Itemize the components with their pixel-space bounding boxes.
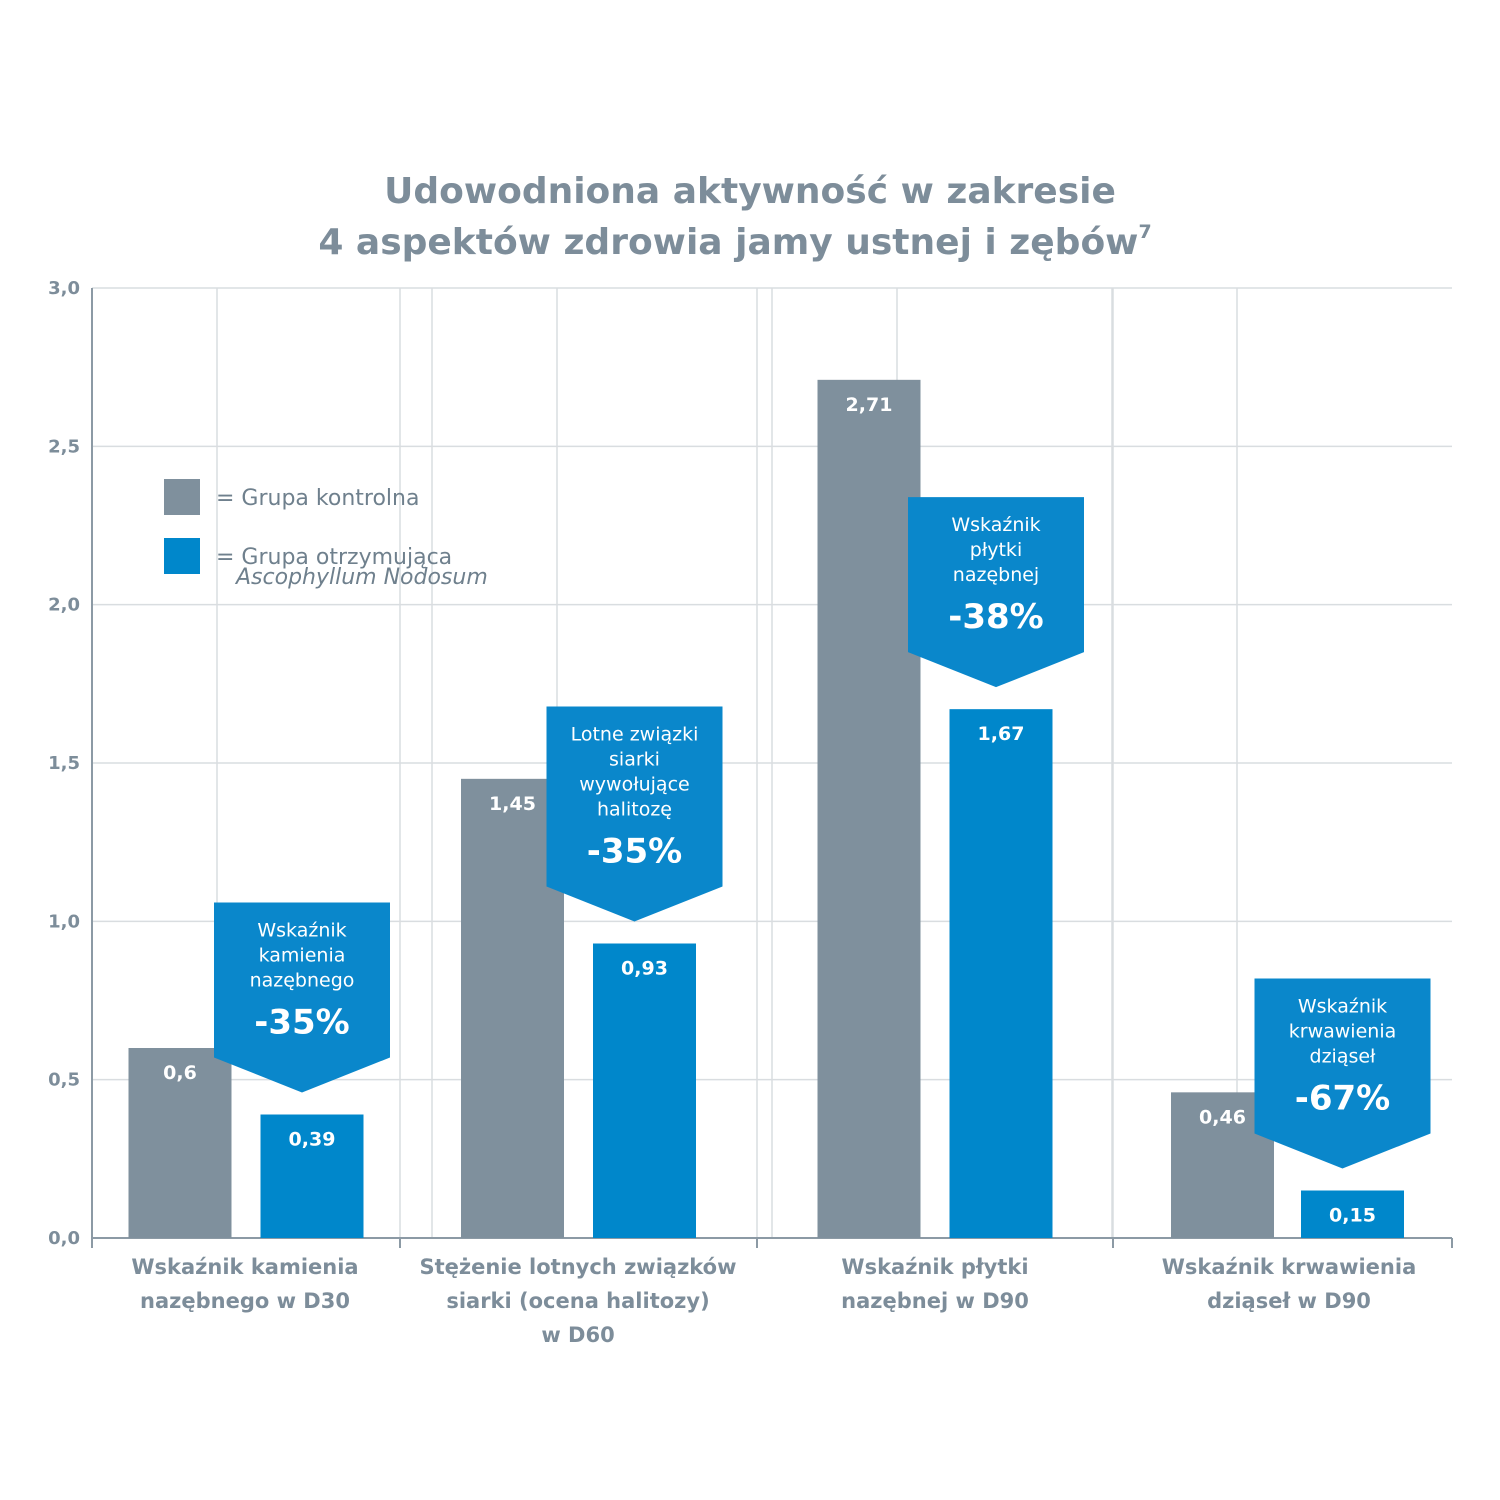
callout-line: siarki bbox=[609, 749, 660, 771]
callout-banner bbox=[908, 497, 1084, 688]
y-tick-label: 2,5 bbox=[48, 436, 80, 457]
legend-swatch bbox=[164, 479, 200, 515]
callout-line: Lotne związki bbox=[571, 724, 699, 746]
category-label: nazębnego w D30 bbox=[140, 1289, 350, 1313]
category-label: nazębnej w D90 bbox=[841, 1289, 1029, 1313]
bar-value-label: 2,71 bbox=[846, 394, 893, 416]
bar-control bbox=[817, 379, 921, 1238]
callout-line: płytki bbox=[970, 539, 1022, 561]
bar-value-label: 1,67 bbox=[978, 723, 1025, 745]
y-tick-label: 0,0 bbox=[48, 1228, 80, 1249]
bar-treatment bbox=[949, 709, 1053, 1238]
bar-value-label: 0,46 bbox=[1199, 1106, 1246, 1128]
category-label: Wskaźnik kamienia bbox=[131, 1255, 358, 1279]
bar-treatment bbox=[593, 943, 696, 1238]
callout-line: wywołujące bbox=[579, 774, 689, 796]
chart-title-line1: Udowodniona aktywność w zakresie bbox=[384, 171, 1116, 212]
callout-line: nazębnego bbox=[250, 970, 355, 992]
callout-line: Wskaźnik bbox=[951, 514, 1040, 536]
chart-title-line2-text: 4 aspektów zdrowia jamy ustnej i zębów bbox=[318, 222, 1138, 263]
y-tick-label: 1,5 bbox=[48, 753, 80, 774]
chart-title-line2: 4 aspektów zdrowia jamy ustnej i zębów7 bbox=[318, 221, 1151, 263]
callout-banner bbox=[546, 706, 723, 922]
legend-label-line2: Ascophyllum Nodosum bbox=[234, 565, 488, 590]
callout-percent: -35% bbox=[254, 1003, 350, 1043]
callout-line: halitozę bbox=[597, 799, 672, 821]
callout-line: kamienia bbox=[259, 945, 346, 967]
bar-control bbox=[128, 1048, 232, 1238]
category-label: Wskaźnik krwawienia bbox=[1162, 1255, 1417, 1279]
category-label: dziąseł w D90 bbox=[1207, 1289, 1371, 1313]
legend-swatch bbox=[164, 538, 200, 574]
category-label: Stężenie lotnych związków bbox=[419, 1255, 736, 1279]
bar-value-label: 0,39 bbox=[289, 1129, 336, 1151]
bar-treatment bbox=[260, 1114, 364, 1238]
bar-value-label: 0,93 bbox=[621, 958, 668, 980]
y-tick-label: 1,0 bbox=[48, 911, 80, 932]
category-label: w D60 bbox=[541, 1323, 614, 1347]
chart-title-superscript: 7 bbox=[1138, 221, 1151, 243]
callout-line: nazębnej bbox=[953, 564, 1039, 586]
callout-banner bbox=[1254, 978, 1431, 1169]
bar-value-label: 0,6 bbox=[163, 1062, 197, 1084]
callout-banner bbox=[214, 902, 390, 1093]
bar-treatment bbox=[1301, 1190, 1404, 1238]
callout-line: krwawienia bbox=[1289, 1021, 1396, 1043]
bar-value-label: 0,15 bbox=[1329, 1205, 1376, 1227]
callout-line: dziąseł bbox=[1310, 1046, 1377, 1068]
legend-label: = Grupa otrzymująca bbox=[216, 545, 452, 570]
callout-line: Wskaźnik bbox=[257, 920, 346, 942]
legend: = Grupa kontrolna = Grupa otrzymującaAsco… bbox=[164, 479, 488, 590]
bars: 0,6 1,45 2,71 0,46 0,39 0,93 1,67 0,15 bbox=[128, 379, 1404, 1238]
y-tick-label: 2,0 bbox=[48, 595, 80, 616]
callout-line: Wskaźnik bbox=[1298, 996, 1387, 1018]
bar-value-label: 1,45 bbox=[489, 793, 536, 815]
category-labels: Wskaźnik kamienia nazębnego w D30 Stężenie… bbox=[131, 1255, 1416, 1347]
category-label: siarki (ocena halitozy) bbox=[446, 1289, 709, 1313]
legend-label: = Grupa kontrolna bbox=[216, 486, 419, 511]
category-label: Wskaźnik płytki bbox=[841, 1255, 1028, 1279]
callout-percent: -35% bbox=[587, 832, 683, 872]
callouts: Wskaźnik kamienia nazębnego -35% Lotne związ… bbox=[214, 497, 1431, 1169]
y-tick-label: 0,5 bbox=[48, 1070, 80, 1091]
callout-percent: -38% bbox=[948, 597, 1044, 637]
callout-percent: -67% bbox=[1295, 1079, 1391, 1119]
y-tick-label: 3,0 bbox=[48, 278, 80, 299]
